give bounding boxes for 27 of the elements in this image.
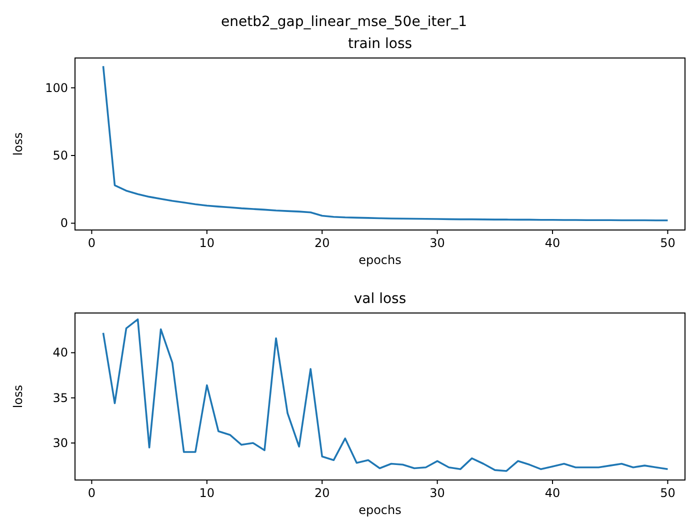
x-axis-title: epochs (358, 253, 402, 267)
y-tick-label: 100 (45, 80, 68, 95)
x-tick-label: 0 (88, 486, 96, 500)
x-tick-label: 30 (430, 236, 445, 250)
x-tick-label: 50 (660, 236, 676, 250)
x-tick-label: 40 (544, 236, 560, 250)
chart-subtitle: train loss (348, 36, 412, 52)
x-tick-label: 20 (314, 486, 330, 500)
y-axis-title: loss (11, 384, 25, 408)
x-tick-label: 20 (314, 236, 330, 250)
x-axis-title: epochs (358, 503, 402, 517)
x-tick-label: 50 (660, 486, 676, 500)
y-tick-label: 50 (52, 148, 68, 163)
chart-title: val loss (354, 291, 406, 307)
y-tick-label: 0 (60, 216, 68, 230)
y-axis-title: loss (11, 132, 25, 156)
y-tick-label: 30 (52, 436, 68, 450)
line-series (102, 318, 669, 472)
x-tick-label: 10 (199, 486, 215, 500)
chart-title: enetb2_gap_linear_mse_50e_iter_1 (221, 14, 467, 30)
y-tick-label: 40 (52, 346, 68, 360)
y-tick-label: 35 (52, 390, 68, 405)
line-series (102, 65, 669, 222)
x-tick-label: 40 (544, 486, 560, 500)
x-tick-label: 10 (199, 236, 215, 250)
x-tick-label: 30 (430, 486, 445, 500)
x-tick-label: 0 (88, 236, 96, 250)
